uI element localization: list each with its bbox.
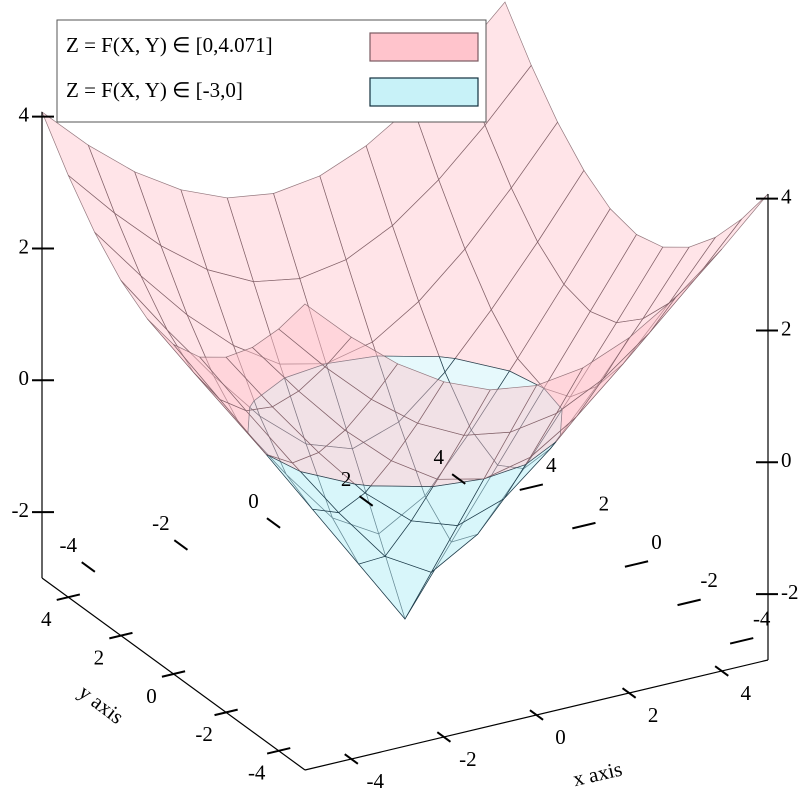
y-tick-label: 0 xyxy=(146,684,157,708)
y-tick-label: 2 xyxy=(94,645,105,669)
z-tick-label: 4 xyxy=(19,102,30,126)
x-tick-label: -4 xyxy=(60,533,78,557)
x-tick xyxy=(358,495,374,507)
x-tick xyxy=(451,473,466,485)
x-tick xyxy=(621,687,637,699)
y-tick-label: -4 xyxy=(248,761,266,785)
y-tick xyxy=(572,521,596,530)
x-tick xyxy=(173,539,189,551)
y-tick xyxy=(56,593,81,601)
z-tick-label: 0 xyxy=(19,366,30,390)
y-tick xyxy=(624,560,649,568)
y-tick xyxy=(729,637,754,645)
x-axis-title: x axis xyxy=(571,757,625,792)
y-tick-label: 2 xyxy=(599,491,610,515)
legend-label: Z = F(X, Y) ∈ [-3,0] xyxy=(66,78,243,102)
y-tick xyxy=(109,631,133,640)
y-axis-title: y axis xyxy=(74,680,128,729)
y-tick-label: -2 xyxy=(700,568,718,592)
x-tick-label: 4 xyxy=(433,445,444,469)
y-tick-label: 0 xyxy=(651,530,662,554)
x-tick-label: 0 xyxy=(555,725,566,749)
y-tick-label: 4 xyxy=(546,453,557,477)
legend-swatch xyxy=(369,77,479,107)
z-tick-label: 2 xyxy=(781,316,792,340)
y-tick-label: -2 xyxy=(195,722,213,746)
z-tick-label: 2 xyxy=(19,234,30,258)
surface-patch xyxy=(353,483,372,494)
y-tick xyxy=(214,708,238,717)
z-tick-label: -2 xyxy=(12,498,30,522)
y-tick xyxy=(519,483,544,491)
x-tick-label: -2 xyxy=(152,511,170,535)
y-tick-label: -4 xyxy=(753,607,771,631)
z-tick-label: 0 xyxy=(781,448,792,472)
x-tick xyxy=(714,665,729,677)
y-tick-label: 4 xyxy=(41,607,52,631)
x-tick-label: 2 xyxy=(341,467,352,491)
legend-label: Z = F(X, Y) ∈ [0,4.071] xyxy=(66,33,273,57)
axes: -4 -4 -2 -2 0 0 2 2 4 4 -4 -4 -2 -2 0 0 2 2 4 4 -2 -2 0 0 2 2 4 4 xyxy=(12,102,799,792)
legend: Z = F(X, Y) ∈ [0,4.071] Z = F(X, Y) ∈ [-3… xyxy=(56,19,487,123)
x-tick-label: 0 xyxy=(248,489,259,513)
z-tick-label: -2 xyxy=(781,580,799,604)
x-tick xyxy=(81,561,96,573)
x-tick xyxy=(436,731,452,743)
x-tick xyxy=(529,709,544,721)
surface xyxy=(41,1,769,620)
x-tick-label: -4 xyxy=(367,769,385,793)
y-tick xyxy=(161,670,186,678)
x-tick-label: 4 xyxy=(740,681,751,705)
surface-patch xyxy=(278,303,352,368)
x-tick xyxy=(344,753,359,765)
y-tick xyxy=(677,598,701,607)
x-tick-label: -2 xyxy=(459,747,477,771)
x-tick-label: 2 xyxy=(648,703,659,727)
legend-swatch xyxy=(369,32,479,62)
x-tick xyxy=(266,517,281,529)
z-tick-label: 4 xyxy=(781,184,792,208)
y-tick xyxy=(266,747,291,755)
